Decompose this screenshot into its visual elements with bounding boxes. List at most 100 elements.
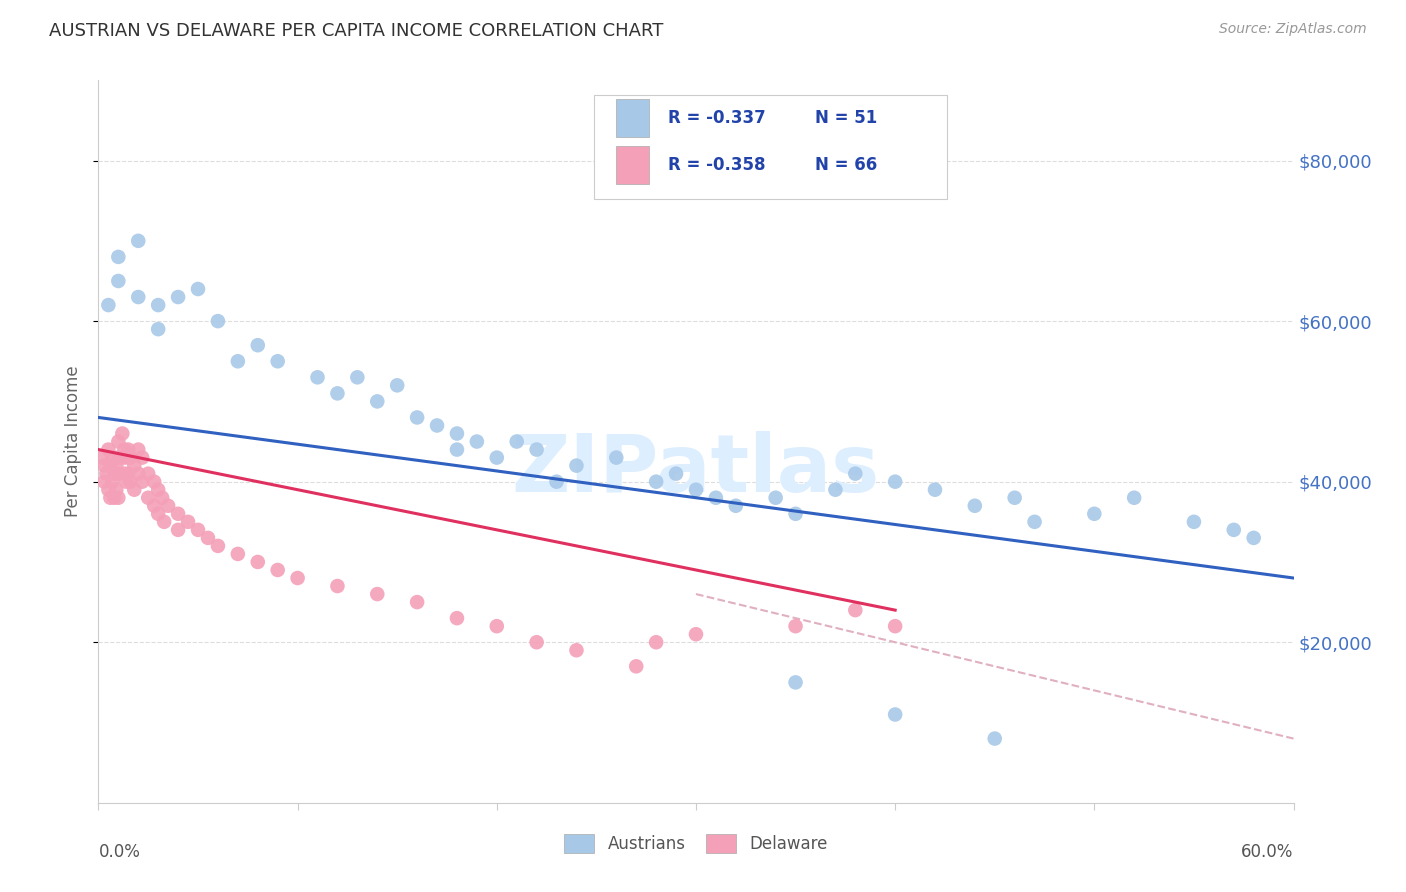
Point <box>101 450 124 465</box>
Point <box>506 434 529 449</box>
Point <box>148 322 170 336</box>
Point <box>267 563 290 577</box>
Point <box>131 475 153 489</box>
Point <box>267 354 290 368</box>
FancyBboxPatch shape <box>595 95 948 200</box>
Point <box>785 507 807 521</box>
Point <box>117 467 139 481</box>
Point <box>446 426 468 441</box>
Point <box>96 467 118 481</box>
Point <box>526 442 548 457</box>
Point <box>124 483 146 497</box>
Point <box>326 579 349 593</box>
Point <box>1243 531 1265 545</box>
Point <box>97 298 120 312</box>
Point <box>101 475 124 489</box>
Point <box>107 491 129 505</box>
Point <box>226 547 249 561</box>
Point <box>1004 491 1026 505</box>
Point <box>565 458 588 473</box>
Legend: Austrians, Delaware: Austrians, Delaware <box>558 827 834 860</box>
Point <box>307 370 329 384</box>
Point <box>167 290 190 304</box>
Point <box>1083 507 1105 521</box>
Point <box>107 274 129 288</box>
Point <box>115 475 138 489</box>
Text: 60.0%: 60.0% <box>1241 843 1294 861</box>
FancyBboxPatch shape <box>616 99 650 136</box>
Point <box>143 475 166 489</box>
Point <box>446 611 468 625</box>
Point <box>346 370 368 384</box>
Point <box>884 707 907 722</box>
Point <box>385 378 409 392</box>
Text: R = -0.337: R = -0.337 <box>668 109 766 127</box>
Point <box>326 386 349 401</box>
Point <box>785 619 807 633</box>
Point <box>127 442 149 457</box>
FancyBboxPatch shape <box>616 146 650 184</box>
Point <box>565 643 588 657</box>
Point <box>984 731 1007 746</box>
Point <box>112 467 135 481</box>
Point <box>1024 515 1046 529</box>
Point <box>844 467 866 481</box>
Point <box>526 635 548 649</box>
Point <box>98 491 122 505</box>
Point <box>704 491 727 505</box>
Point <box>112 442 135 457</box>
Point <box>287 571 309 585</box>
Point <box>136 467 159 481</box>
Point <box>124 458 146 473</box>
Point <box>197 531 219 545</box>
Point <box>226 354 249 368</box>
Point <box>465 434 488 449</box>
Point <box>724 499 747 513</box>
Point <box>107 467 129 481</box>
Point <box>884 619 907 633</box>
Point <box>685 627 707 641</box>
Point <box>406 595 429 609</box>
Point <box>117 442 139 457</box>
Point <box>105 458 128 473</box>
Point <box>153 515 176 529</box>
Point <box>187 282 209 296</box>
Point <box>207 314 229 328</box>
Point <box>93 475 115 489</box>
Point <box>127 290 149 304</box>
Point <box>148 483 170 497</box>
Point <box>148 507 170 521</box>
Point <box>111 450 134 465</box>
Point <box>98 458 122 473</box>
Text: R = -0.358: R = -0.358 <box>668 156 766 174</box>
Point <box>111 426 134 441</box>
Point <box>1123 491 1146 505</box>
Point <box>645 475 668 489</box>
Point <box>167 523 190 537</box>
Point <box>167 507 190 521</box>
Point <box>426 418 449 433</box>
Point <box>131 450 153 465</box>
Point <box>207 539 229 553</box>
Point <box>143 499 166 513</box>
Text: ZIPatlas: ZIPatlas <box>512 432 880 509</box>
Text: 0.0%: 0.0% <box>98 843 141 861</box>
Point <box>136 491 159 505</box>
Point <box>157 499 180 513</box>
Point <box>246 338 269 352</box>
Point <box>150 491 173 505</box>
Point <box>406 410 429 425</box>
Point <box>924 483 946 497</box>
Point <box>177 515 200 529</box>
Point <box>187 523 209 537</box>
Point <box>103 467 125 481</box>
Point <box>765 491 787 505</box>
Text: Source: ZipAtlas.com: Source: ZipAtlas.com <box>1219 22 1367 37</box>
Text: N = 66: N = 66 <box>815 156 877 174</box>
Point <box>785 675 807 690</box>
Point <box>546 475 568 489</box>
Point <box>107 450 129 465</box>
Point <box>685 483 707 497</box>
Y-axis label: Per Capita Income: Per Capita Income <box>65 366 83 517</box>
Point <box>366 587 388 601</box>
